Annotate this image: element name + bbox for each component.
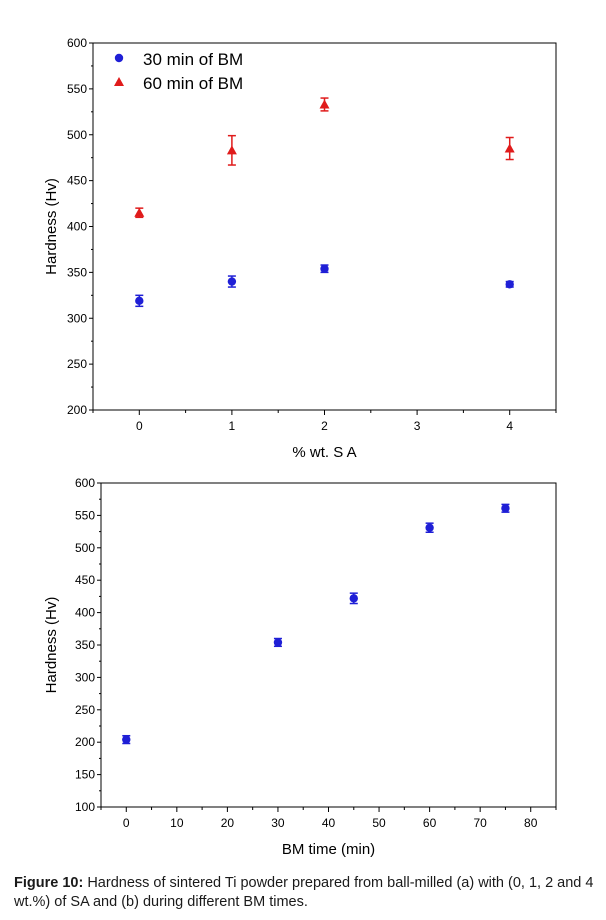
chart-b-data-point <box>501 504 510 513</box>
chart-a-y-axis-label: Hardness (Hv) <box>43 178 60 275</box>
chart-a-x-axis-label: % wt. S A <box>292 444 356 461</box>
chart-a-data-point <box>319 99 330 109</box>
chart-a-legend: 30 min of BM 60 min of BM <box>114 50 243 93</box>
chart-a-y-tick-label: 500 <box>67 128 87 142</box>
chart-a-y-tick-label: 550 <box>67 82 87 96</box>
chart-b-y-tick-label: 400 <box>75 606 95 620</box>
chart-b-y-tick-label: 300 <box>75 670 95 684</box>
chart-a-y-tick-label: 250 <box>67 357 87 371</box>
chart-a-legend-label: 30 min of BM <box>143 50 243 69</box>
chart-b-y-tick-label: 100 <box>75 800 95 814</box>
chart-b-x-axis-label: BM time (min) <box>282 841 375 858</box>
chart-b-x-tick-label: 0 <box>123 816 130 830</box>
chart-a-data-point <box>134 207 145 217</box>
chart-b-x-tick-label: 80 <box>524 816 538 830</box>
chart-a-x-tick-label: 0 <box>136 419 143 433</box>
chart-a-x-tick-label: 1 <box>229 419 236 433</box>
chart-a-y-tick-label: 450 <box>67 174 87 188</box>
chart-b-y-tick-label: 350 <box>75 638 95 652</box>
chart-a-data-point <box>505 280 514 289</box>
chart-a-series-0 <box>135 264 514 308</box>
chart-a-data-point <box>226 145 237 155</box>
chart-b-y-tick-label: 550 <box>75 508 95 522</box>
chart-a-x-tick-label: 2 <box>321 419 328 433</box>
chart-a-x-tick-label: 3 <box>414 419 421 433</box>
chart-b-x-tick-label: 20 <box>221 816 235 830</box>
chart-b-x-tick-label: 10 <box>170 816 184 830</box>
chart-a-y-tick-label: 600 <box>67 36 87 50</box>
chart-b-plot-frame <box>100 482 557 808</box>
chart-a-y-tick-label: 400 <box>67 220 87 234</box>
chart-b-data-point <box>273 638 283 647</box>
chart-a-legend-label: 60 min of BM <box>143 74 243 93</box>
chart-a-y-tick-label: 300 <box>67 311 87 325</box>
chart-b-y-tick-label: 200 <box>75 735 95 749</box>
chart-a-legend-marker <box>114 53 124 63</box>
chart-a-series-1 <box>134 97 515 219</box>
chart-b-y-tick-label: 600 <box>75 476 95 490</box>
chart-a-data-point <box>135 296 144 306</box>
chart-b-y-tick-label: 250 <box>75 703 95 717</box>
chart-b-x-tick-label: 70 <box>473 816 487 830</box>
chart-b-data-point <box>425 523 434 532</box>
chart-a-legend-marker <box>114 77 124 86</box>
chart-b-y-tick-label: 150 <box>75 768 95 782</box>
chart-b-y-tick-label: 450 <box>75 573 95 587</box>
chart-b-x-tick-label: 40 <box>322 816 336 830</box>
chart-a-data-point <box>504 143 515 153</box>
chart-a-data-point <box>227 277 237 286</box>
chart-a-data-point <box>320 264 329 273</box>
figure-caption: Figure 10: Hardness of sintered Ti powde… <box>14 874 598 912</box>
chart-b-x-tick-label: 30 <box>271 816 285 830</box>
chart-a-x-tick-label: 4 <box>506 419 513 433</box>
caption-label: Figure 10: <box>14 875 84 891</box>
chart-b-hardness-vs-bm-time: 100 150 200 250 300 350 400 450 500 550 600 0 10 20 30… <box>43 476 557 858</box>
chart-b-data-point <box>122 735 131 744</box>
chart-b-x-tick-label: 60 <box>423 816 437 830</box>
caption-text: Hardness of sintered Ti powder prepared … <box>14 875 594 910</box>
chart-b-series-0 <box>122 503 510 745</box>
chart-a-y-tick-label: 200 <box>67 403 87 417</box>
chart-b-x-tick-label: 50 <box>372 816 386 830</box>
chart-b-y-axis-label: Hardness (Hv) <box>43 597 60 694</box>
chart-a-hardness-vs-sa: 200 250 300 350 400 450 500 550 600 0 1 2 3 4 % wt. S … <box>43 36 557 461</box>
chart-b-y-tick-label: 500 <box>75 541 95 555</box>
chart-a-y-tick-label: 350 <box>67 265 87 279</box>
chart-b-data-point <box>349 594 358 603</box>
